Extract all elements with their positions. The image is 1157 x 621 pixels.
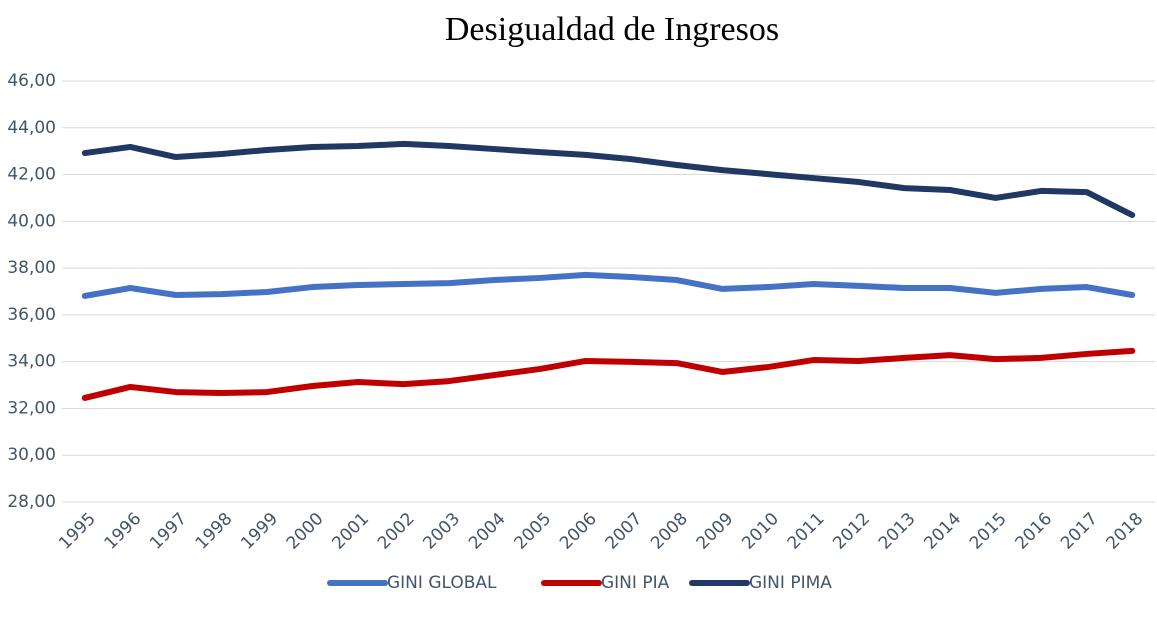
x-tick-label: 2000 [283, 509, 328, 554]
x-tick-label: 2007 [602, 509, 647, 554]
y-tick-label: 30,00 [7, 445, 56, 465]
x-tick-label: 2005 [511, 509, 556, 554]
x-tick-label: 1995 [55, 509, 100, 554]
x-tick-label: 2014 [920, 509, 965, 554]
x-tick-label: 2017 [1057, 509, 1102, 554]
y-tick-label: 34,00 [7, 352, 56, 372]
series-line [81, 347, 1136, 401]
x-tick-label: 2009 [693, 509, 738, 554]
series-line [81, 271, 1136, 299]
x-tick-label: 1998 [192, 509, 237, 554]
x-tick-label: 2010 [738, 509, 783, 554]
x-tick-label: 2008 [647, 509, 692, 554]
y-tick-label: 32,00 [7, 398, 56, 418]
x-tick-label: 2004 [465, 509, 510, 554]
y-tick-label: 42,00 [7, 165, 56, 185]
x-tick-label: 2001 [328, 509, 373, 554]
x-tick-label: 1997 [146, 509, 191, 554]
legend-label: GINI PIA [601, 573, 670, 593]
y-tick-label: 38,00 [7, 258, 56, 278]
x-tick-label: 1996 [101, 509, 146, 554]
x-tick-label: 2003 [419, 509, 464, 554]
x-tick-label: 2016 [1011, 509, 1056, 554]
y-tick-label: 46,00 [7, 71, 56, 91]
y-tick-label: 40,00 [7, 211, 56, 231]
x-tick-label: 1999 [237, 509, 282, 554]
y-tick-label: 36,00 [7, 305, 56, 325]
chart-title: Desigualdad de Ingresos [445, 11, 779, 48]
x-tick-label: 2011 [784, 509, 829, 554]
x-tick-label: 2018 [1103, 509, 1148, 554]
x-tick-label: 2012 [829, 509, 874, 554]
legend-label: GINI PIMA [749, 573, 832, 593]
x-tick-label: 2002 [374, 509, 419, 554]
x-tick-label: 2013 [875, 509, 920, 554]
legend-label: GINI GLOBAL [387, 573, 497, 593]
y-tick-label: 44,00 [7, 118, 56, 138]
y-tick-label: 28,00 [7, 492, 56, 512]
x-tick-label: 2006 [556, 509, 601, 554]
series-line [81, 140, 1136, 219]
x-tick-label: 2015 [966, 509, 1011, 554]
